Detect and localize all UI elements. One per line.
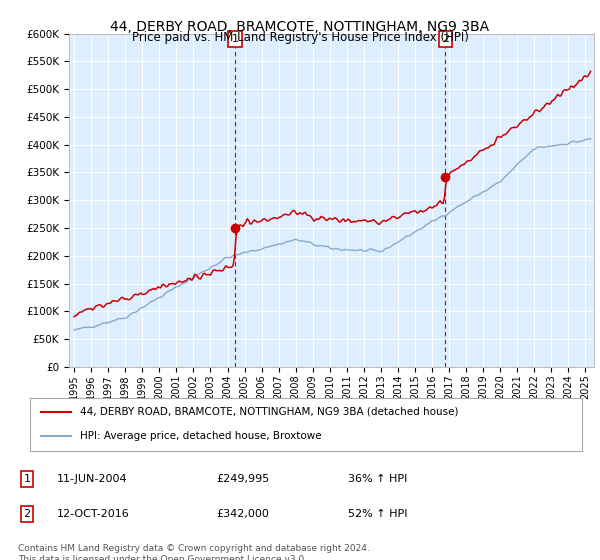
Text: 36% ↑ HPI: 36% ↑ HPI	[348, 474, 407, 484]
Text: HPI: Average price, detached house, Broxtowe: HPI: Average price, detached house, Brox…	[80, 431, 322, 441]
Text: 11-JUN-2004: 11-JUN-2004	[57, 474, 128, 484]
Text: 2: 2	[442, 34, 449, 44]
Text: 1: 1	[232, 34, 239, 44]
Text: 12-OCT-2016: 12-OCT-2016	[57, 509, 130, 519]
Text: Price paid vs. HM Land Registry's House Price Index (HPI): Price paid vs. HM Land Registry's House …	[131, 31, 469, 44]
Text: £342,000: £342,000	[216, 509, 269, 519]
Text: 44, DERBY ROAD, BRAMCOTE, NOTTINGHAM, NG9 3BA (detached house): 44, DERBY ROAD, BRAMCOTE, NOTTINGHAM, NG…	[80, 407, 458, 417]
Text: 2: 2	[23, 509, 31, 519]
Text: Contains HM Land Registry data © Crown copyright and database right 2024.
This d: Contains HM Land Registry data © Crown c…	[18, 544, 370, 560]
Text: 1: 1	[23, 474, 31, 484]
Text: 52% ↑ HPI: 52% ↑ HPI	[348, 509, 407, 519]
Text: 44, DERBY ROAD, BRAMCOTE, NOTTINGHAM, NG9 3BA: 44, DERBY ROAD, BRAMCOTE, NOTTINGHAM, NG…	[110, 20, 490, 34]
Text: £249,995: £249,995	[216, 474, 269, 484]
